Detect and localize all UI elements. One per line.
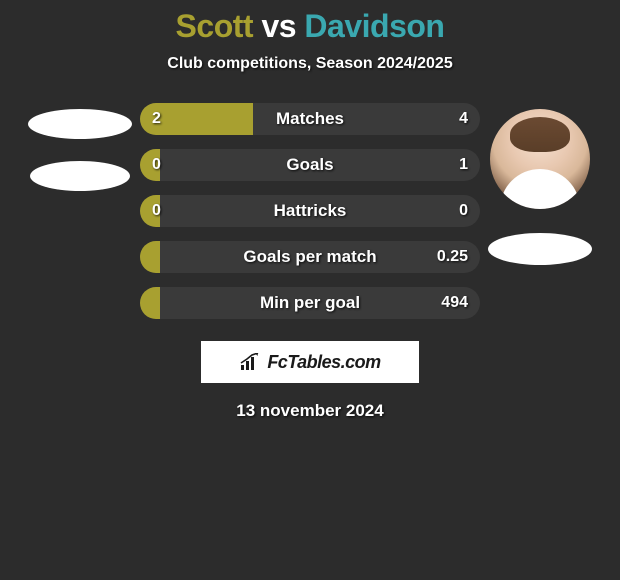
bar-right-value: 1: [459, 149, 468, 181]
bar-right-value: 0.25: [437, 241, 468, 273]
bar-right-value: 494: [441, 287, 468, 319]
comparison-infographic: Scott vs Davidson Club competitions, Sea…: [0, 0, 620, 421]
bar-label: Goals per match: [140, 241, 480, 273]
bar-right-value: 0: [459, 195, 468, 227]
bar-label: Hattricks: [140, 195, 480, 227]
player1-avatar-placeholder: [28, 109, 132, 139]
player2-avatar: [490, 109, 590, 209]
stats-bars: 2Matches40Goals10Hattricks0Goals per mat…: [140, 103, 480, 319]
stat-bar: 0Hattricks0: [140, 195, 480, 227]
page-title: Scott vs Davidson: [0, 8, 620, 45]
chart-icon: [239, 353, 261, 371]
bar-label: Goals: [140, 149, 480, 181]
stat-bar: 2Matches4: [140, 103, 480, 135]
date-text: 13 november 2024: [0, 401, 620, 421]
title-player1: Scott: [176, 8, 254, 44]
bar-label: Min per goal: [140, 287, 480, 319]
stat-bar: 0Goals1: [140, 149, 480, 181]
logo-text: FcTables.com: [267, 352, 380, 373]
logo-box: FcTables.com: [201, 341, 419, 383]
title-player2: Davidson: [304, 8, 444, 44]
bar-label: Matches: [140, 103, 480, 135]
left-column: [20, 103, 140, 191]
stat-bar: Goals per match0.25: [140, 241, 480, 273]
bar-right-value: 4: [459, 103, 468, 135]
content-row: 2Matches40Goals10Hattricks0Goals per mat…: [0, 103, 620, 319]
right-column: [480, 103, 600, 265]
title-vs: vs: [261, 8, 296, 44]
stat-bar: Min per goal494: [140, 287, 480, 319]
player1-team-placeholder: [30, 161, 130, 191]
subtitle: Club competitions, Season 2024/2025: [0, 55, 620, 73]
player2-team-placeholder: [488, 233, 592, 265]
